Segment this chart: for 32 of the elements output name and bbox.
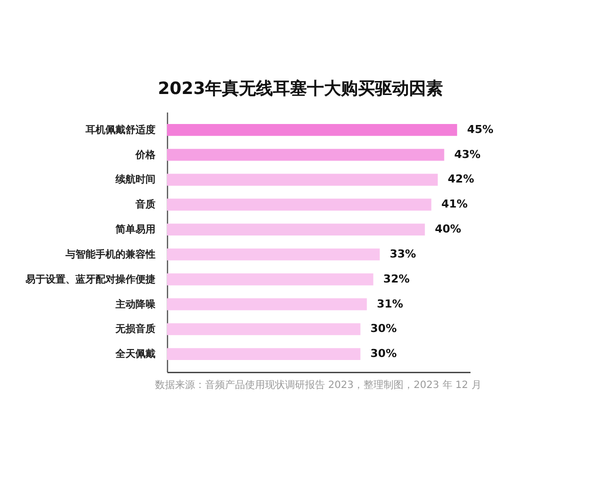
chart-title: 2023年真无线耳塞十大购买驱动因素 (158, 79, 444, 99)
y-tick-label: 简单易用 (114, 224, 156, 236)
bar (167, 248, 380, 260)
y-tick-label: 价格 (134, 148, 156, 161)
source-note: 数据来源：音频产品使用现状调研报告 2023，整理制图，2023 年 12 月 (155, 379, 482, 391)
bar (167, 148, 444, 161)
y-tick-label: 主动降噪 (114, 298, 156, 310)
y-tick-label: 全天佩戴 (114, 348, 156, 360)
y-tick-label: 音质 (134, 198, 156, 211)
y-tick-label: 续航时间 (114, 174, 156, 186)
bar (167, 124, 458, 136)
data-label: 40% (434, 222, 462, 236)
y-tick-label: 与智能手机的兼容性 (64, 248, 156, 260)
data-label: 43% (454, 148, 481, 161)
data-label: 42% (448, 172, 474, 186)
bar (167, 273, 374, 286)
bar (167, 174, 438, 186)
data-label: 45% (467, 122, 494, 136)
data-label: 33% (390, 247, 416, 260)
y-tick-label: 耳机佩戴舒适度 (84, 124, 156, 136)
data-label: 30% (370, 322, 397, 336)
y-tick-label: 无损音质 (114, 323, 156, 336)
y-tick-label: 易于设置、蓝牙配对操作便捷 (24, 273, 156, 286)
bar (167, 298, 367, 310)
bar (167, 348, 360, 360)
data-label: 30% (370, 347, 397, 360)
bar (167, 224, 425, 236)
data-label: 32% (383, 272, 410, 286)
bar (167, 198, 432, 211)
data-label: 31% (376, 297, 404, 310)
data-label: 41% (441, 198, 468, 211)
bar (167, 323, 360, 336)
